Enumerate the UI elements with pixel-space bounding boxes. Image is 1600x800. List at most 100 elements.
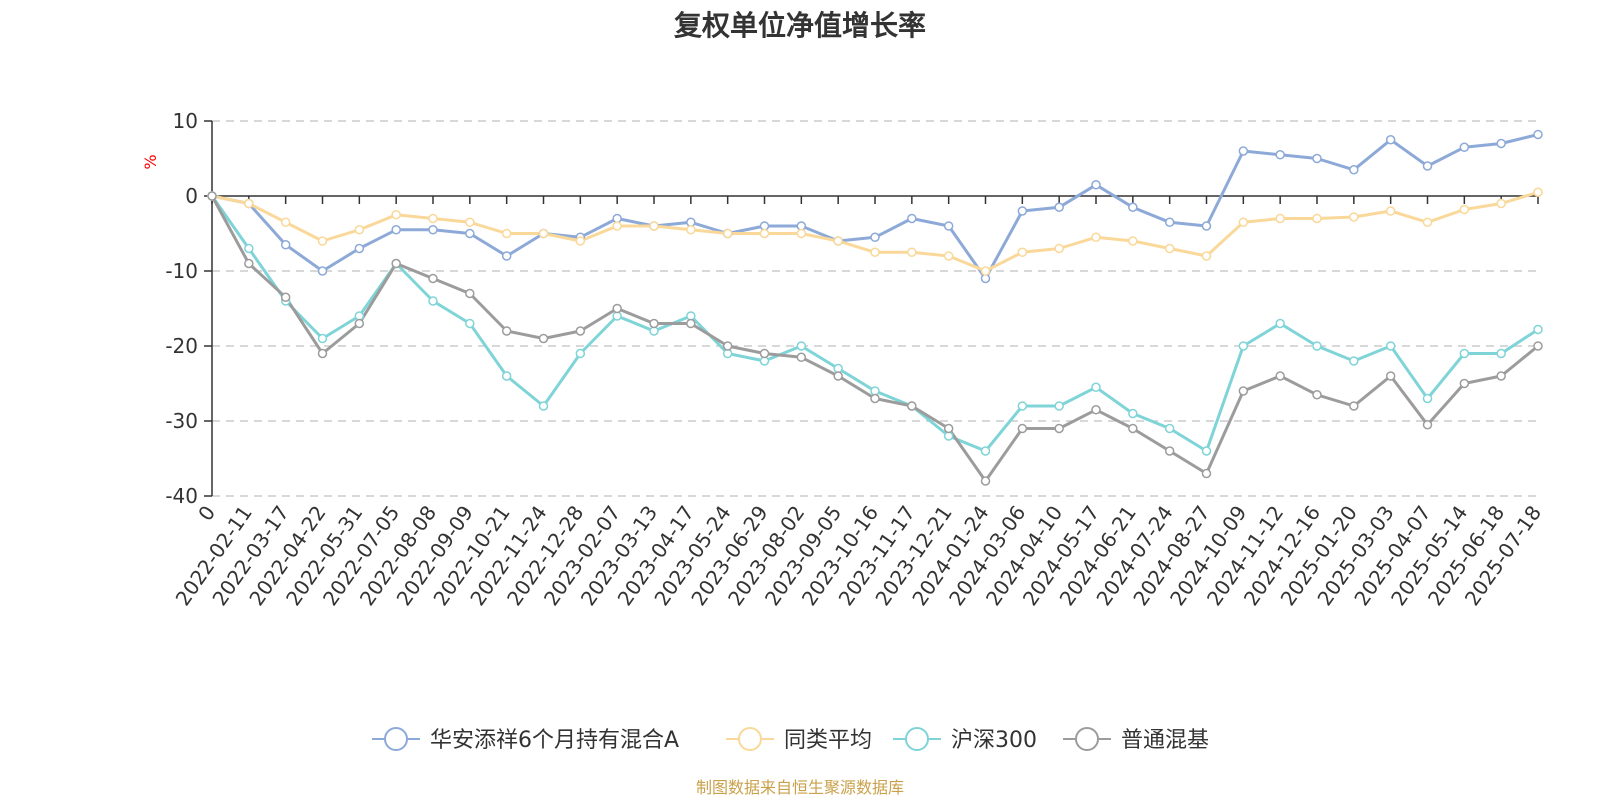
y-tick-label: -40: [165, 484, 198, 508]
data-point: [722, 341, 733, 351]
data-point: [1312, 390, 1322, 400]
y-tick-label: 0: [185, 184, 198, 208]
data-point: [1312, 341, 1322, 351]
data-point: [1128, 236, 1138, 246]
data-point: [538, 401, 549, 411]
data-point: [1201, 251, 1212, 261]
data-point: [1385, 206, 1396, 216]
data-point: [1017, 423, 1028, 434]
data-point: [538, 333, 549, 344]
data-point: [280, 217, 291, 227]
data-point: [391, 258, 401, 269]
data-point: [1238, 386, 1249, 396]
data-point: [1459, 378, 1470, 389]
data-point: [1017, 206, 1028, 216]
data-point: [1496, 371, 1506, 381]
data-point: [796, 228, 807, 239]
data-point: [1349, 356, 1359, 366]
data-point: [1312, 213, 1322, 224]
data-point: [1422, 217, 1433, 227]
data-point: [907, 247, 917, 257]
data-point: [1091, 382, 1101, 392]
chart-title: 复权单位净值增长率: [674, 9, 926, 42]
data-point: [1201, 468, 1212, 479]
data-point: [1275, 213, 1285, 224]
data-point: [391, 225, 401, 235]
data-point: [207, 191, 217, 201]
data-point: [870, 247, 880, 257]
data-point: [465, 318, 475, 329]
data-point: [759, 348, 770, 359]
legend-item[interactable]: 沪深300: [893, 727, 1037, 753]
data-point: [1238, 217, 1249, 227]
data-point: [980, 446, 991, 456]
data-point: [280, 240, 291, 250]
data-point: [1054, 401, 1064, 411]
data-point: [1054, 243, 1064, 254]
data-point: [943, 221, 954, 231]
data-point: [1349, 401, 1359, 411]
data-point: [354, 243, 365, 254]
series-lines: [210, 133, 1539, 483]
data-point: [1275, 371, 1285, 381]
data-point: [1385, 341, 1396, 351]
data-point: [649, 318, 659, 329]
data-point: [1385, 371, 1396, 381]
legend-marker-icon: [738, 727, 762, 751]
y-axis-unit-label: %: [141, 154, 160, 169]
data-point: [391, 210, 401, 220]
data-point: [501, 228, 512, 239]
axes: 100-10-20-30-4002022-02-112022-03-172022…: [165, 109, 1546, 610]
data-point: [428, 225, 438, 235]
series-line-1: [211, 190, 1539, 273]
data-point: [1275, 150, 1285, 160]
data-point: [465, 228, 475, 239]
data-point: [1091, 232, 1101, 242]
data-point: [1128, 423, 1138, 434]
data-point: [1275, 318, 1285, 329]
data-point: [317, 266, 328, 276]
data-point: [317, 348, 328, 359]
data-point: [722, 228, 733, 239]
data-point: [1128, 202, 1138, 212]
y-tick-label: -30: [165, 409, 198, 433]
data-point: [501, 251, 512, 261]
data-point: [1422, 393, 1433, 404]
data-point: [465, 288, 475, 299]
data-point: [612, 221, 622, 231]
data-point: [870, 232, 880, 242]
data-point: [1496, 348, 1506, 359]
data-point: [317, 236, 328, 246]
data-point: [280, 292, 291, 302]
data-point: [1533, 324, 1543, 335]
source-note: 制图数据来自恒生聚源数据库: [696, 778, 904, 797]
data-point: [428, 273, 438, 284]
grid-lines: [212, 120, 1538, 497]
data-point: [1091, 180, 1101, 190]
data-point: [1017, 247, 1028, 257]
y-tick-label: 10: [173, 109, 198, 133]
data-point: [1054, 423, 1064, 434]
data-point: [943, 423, 954, 434]
legend-item[interactable]: 华安添祥6个月持有混合A: [372, 727, 679, 753]
data-point: [1385, 135, 1396, 145]
legend-item[interactable]: 同类平均: [726, 727, 872, 753]
legend[interactable]: 华安添祥6个月持有混合A 同类平均 沪深300 普通混基: [372, 727, 1209, 753]
data-point: [980, 266, 991, 276]
data-point: [244, 258, 254, 269]
data-point: [1533, 187, 1543, 197]
data-point: [1017, 401, 1028, 411]
data-point: [1164, 243, 1175, 254]
data-point: [1091, 405, 1101, 415]
legend-item[interactable]: 普通混基: [1063, 727, 1209, 753]
data-point: [244, 198, 254, 209]
data-point: [1238, 341, 1249, 351]
data-point: [1238, 146, 1249, 156]
data-point: [907, 213, 917, 224]
data-point: [428, 213, 438, 224]
data-point: [1349, 212, 1359, 222]
legend-label: 同类平均: [784, 728, 872, 753]
data-point: [1201, 446, 1212, 456]
y-tick-label: -10: [165, 259, 198, 283]
data-point: [943, 251, 954, 261]
